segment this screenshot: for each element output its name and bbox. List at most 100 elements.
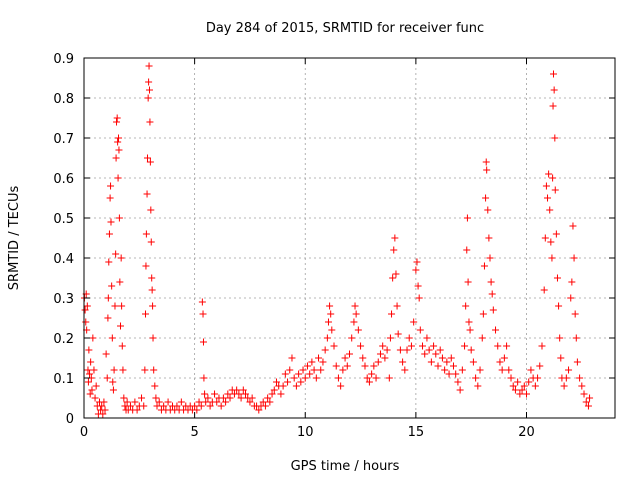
data-point [299,366,307,374]
data-point [383,346,391,354]
data-point [372,374,380,382]
x-tick-label: 0 [80,425,88,440]
data-point [206,402,214,410]
data-point [109,378,117,386]
x-tick-label: 10 [297,425,314,440]
data-point [540,286,548,294]
data-point [115,214,123,222]
data-point [443,358,451,366]
data-point [109,386,117,394]
data-point [425,346,433,354]
data-point [199,310,207,318]
data-point [292,382,300,390]
x-axis-label: GPS time / hours [291,459,400,474]
data-point [145,78,153,86]
data-point [303,362,311,370]
data-point [458,366,466,374]
data-point [346,350,353,358]
data-point [341,354,349,362]
grid-layer [84,58,615,418]
data-point [463,214,471,222]
data-point [514,378,522,386]
data-point [146,118,154,126]
data-point [312,374,320,382]
data-point [542,182,550,190]
data-point [546,206,554,214]
data-point [463,246,471,254]
data-point [198,298,206,306]
y-tick-label: 0.2 [53,332,74,347]
data-point [567,294,575,302]
data-point [155,398,163,406]
data-point [434,362,442,370]
data-point [503,342,511,350]
data-point [452,370,460,378]
data-point [261,402,269,410]
data-point [487,278,495,286]
data-point [496,358,504,366]
data-point [248,394,256,402]
data-point [469,358,477,366]
data-point [337,382,345,390]
data-point [479,310,487,318]
data-point [306,370,314,378]
data-point [142,230,150,238]
data-point [572,334,580,342]
data-point [111,302,119,310]
data-point [476,366,484,374]
data-point [118,302,126,310]
data-point [485,234,493,242]
data-point [538,342,546,350]
data-point [279,382,287,390]
data-point [147,238,155,246]
data-point [584,402,592,410]
data-point [99,410,107,418]
data-point [149,334,157,342]
data-point [133,406,141,414]
data-point [359,354,367,362]
data-point [576,374,584,382]
data-point [343,362,351,370]
data-point [568,278,576,286]
data-point [548,254,556,262]
data-point [151,382,159,390]
data-point [160,402,168,410]
data-point [405,334,413,342]
data-point [445,370,453,378]
data-point [507,374,515,382]
data-point [310,366,318,374]
data-point [83,302,91,310]
x-axis-ticks: 0 5 10 15 20 [80,58,535,440]
data-point [494,342,502,350]
data-point [106,194,114,202]
data-point [204,394,212,402]
data-point [352,310,360,318]
data-point [407,342,415,350]
data-point [89,334,97,342]
data-point [81,306,89,314]
data-point [354,326,362,334]
data-point [389,274,397,282]
data-point [357,342,365,350]
data-point [363,374,371,382]
data-point [255,406,263,414]
data-point [146,158,154,166]
data-point [549,70,557,78]
data-point [202,398,210,406]
data-point [545,170,553,178]
data-point [376,350,384,358]
data-point [85,346,93,354]
data-point [412,266,420,274]
data-point [315,354,323,362]
plot-frame [83,57,616,419]
data-point [326,302,334,310]
y-tick-label: 0.9 [53,52,74,67]
data-point [177,398,185,406]
data-point [549,174,557,182]
data-point [390,246,398,254]
data-point [556,334,564,342]
data-point [114,138,122,146]
data-point [138,394,146,402]
data-point [126,402,134,410]
